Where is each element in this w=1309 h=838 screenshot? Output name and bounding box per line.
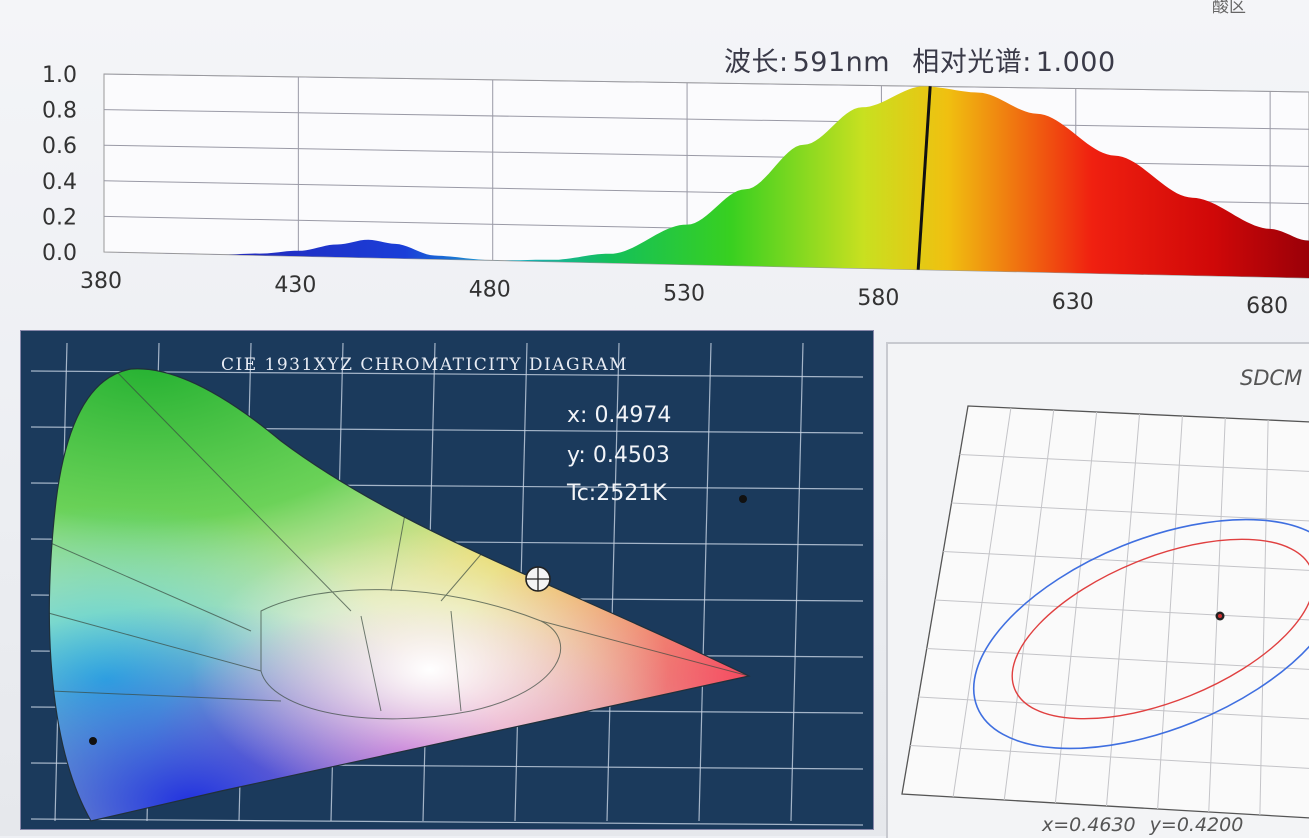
- sdcm-plot: [888, 344, 1309, 838]
- cie-y-value: 0.4503: [593, 443, 670, 468]
- cie-title: CIE 1931XYZ CHROMATICITY DIAGRAM: [221, 355, 628, 375]
- cie-y-label: y:: [567, 443, 586, 468]
- x-tick-label: 480: [469, 277, 511, 302]
- x-tick-label: 580: [857, 286, 899, 311]
- chromaticity-gamut: [21, 331, 873, 829]
- clipped-header-text: 酸区: [1212, 0, 1246, 17]
- x-tick-label: 380: [80, 269, 122, 294]
- cie-diagram: [21, 331, 873, 829]
- cie-y-readout: y: 0.4503: [567, 443, 670, 468]
- sdcm-panel: SDCM x=0.4630 y=0.4200: [886, 342, 1309, 838]
- y-tick-label: 1.0: [42, 63, 77, 88]
- y-tick-label: 0.4: [42, 170, 77, 195]
- cie-diagram-panel: CIE 1931XYZ CHROMATICITY DIAGRAM x: 0.49…: [20, 330, 874, 830]
- measured-point-marker[interactable]: [526, 567, 550, 591]
- x-tick-label: 530: [663, 282, 705, 307]
- cie-grid-line-v: [791, 343, 803, 821]
- sdcm-title: SDCM: [1240, 366, 1302, 390]
- cie-tc-readout: Tc:2521K: [567, 481, 667, 506]
- blue-point: [89, 737, 97, 745]
- wavelength-value: 591nm: [793, 47, 890, 78]
- x-tick-label: 630: [1052, 290, 1094, 315]
- cie-x-label: x:: [567, 403, 587, 428]
- cie-tc-label: Tc:: [567, 481, 596, 506]
- sdcm-x-readout: x=0.4630: [1042, 814, 1136, 836]
- sdcm-plot-area: [902, 406, 1309, 818]
- cie-x-value: 0.4974: [594, 403, 671, 428]
- y-tick-label: 0.8: [42, 99, 77, 124]
- relative-spectrum-label: 相对光谱:: [912, 47, 1032, 78]
- cie-grid-line-v: [699, 343, 711, 821]
- reference-point: [739, 495, 747, 503]
- x-tick-label: 680: [1246, 294, 1288, 319]
- sdcm-y-readout: y=0.4200: [1150, 814, 1244, 836]
- y-tick-label: 0.0: [42, 241, 77, 266]
- cie-tc-value: 2521K: [596, 481, 666, 506]
- sdcm-coordinates: x=0.4630 y=0.4200: [1042, 814, 1257, 836]
- x-tick-label: 430: [274, 273, 316, 298]
- y-tick-label: 0.2: [42, 205, 77, 230]
- y-tick-label: 0.6: [42, 134, 77, 159]
- wavelength-readout: 波长:591nm 相对光谱:1.000: [724, 40, 1120, 79]
- wavelength-label: 波长:: [724, 47, 789, 78]
- relative-spectrum-value: 1.000: [1036, 47, 1116, 78]
- cie-grid-line-h: [31, 819, 863, 825]
- cie-x-readout: x: 0.4974: [567, 403, 671, 428]
- sdcm-center-point: [1218, 614, 1222, 618]
